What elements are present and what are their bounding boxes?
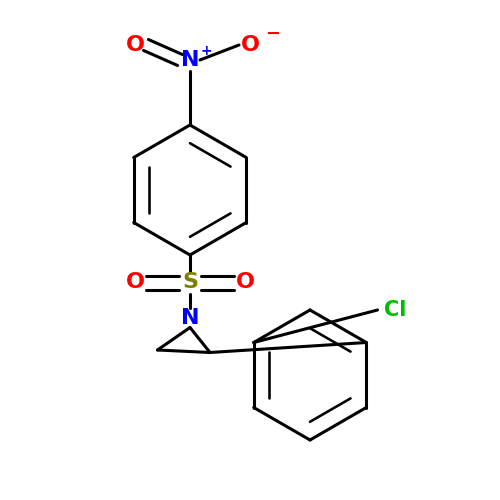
Text: S: S	[182, 272, 198, 292]
Text: O: O	[126, 272, 144, 292]
Text: −: −	[265, 25, 280, 43]
Text: N: N	[181, 50, 199, 70]
Text: O: O	[126, 35, 144, 55]
Text: O: O	[240, 35, 260, 55]
Text: Cl: Cl	[384, 300, 406, 320]
Text: N: N	[181, 308, 199, 328]
Text: O: O	[236, 272, 255, 292]
Text: +: +	[200, 44, 212, 58]
